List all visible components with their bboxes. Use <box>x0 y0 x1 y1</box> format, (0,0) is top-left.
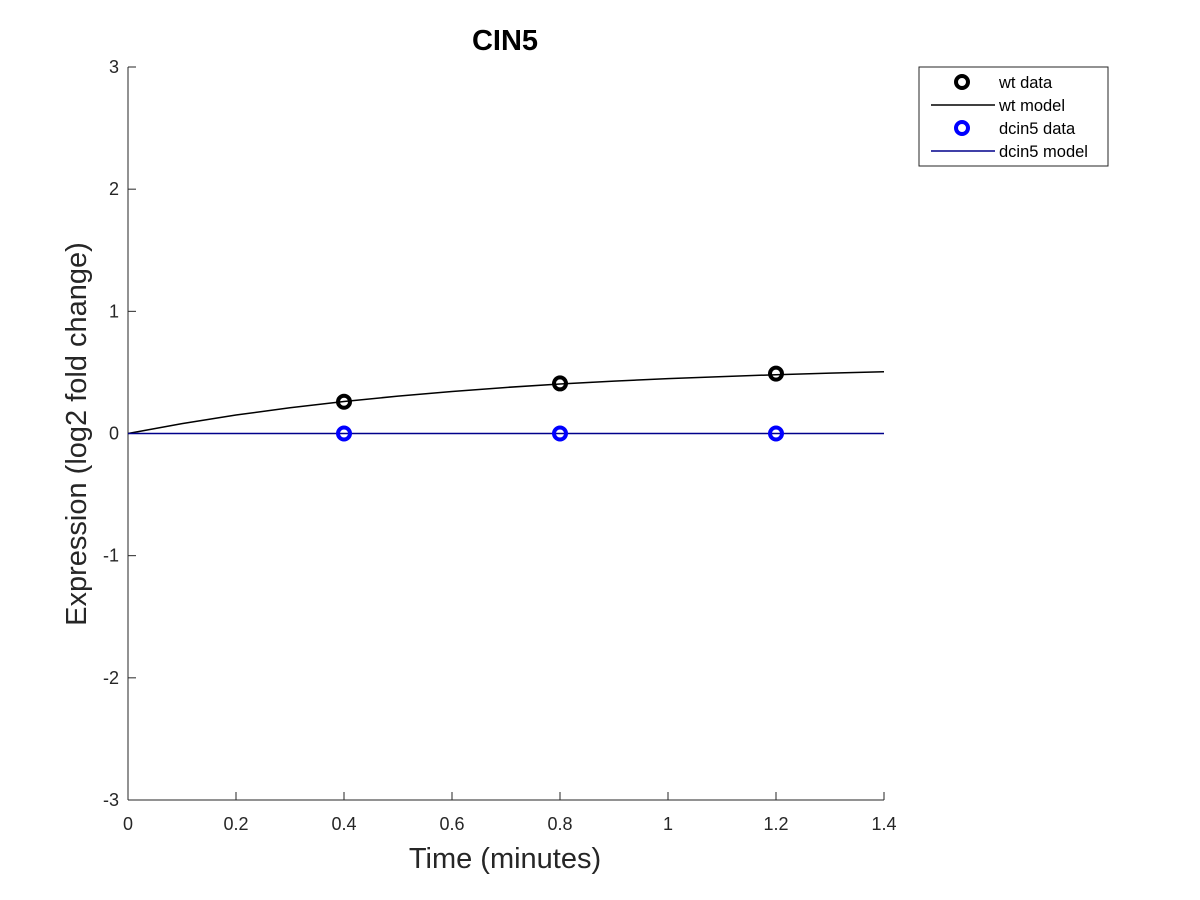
legend-label-dcin5-model: dcin5 model <box>999 143 1088 161</box>
x-tick-label: 0.4 <box>331 814 356 834</box>
wt-data-point <box>768 365 784 382</box>
x-tick-label: 0.6 <box>439 814 464 834</box>
y-tick-label: 1 <box>109 301 119 321</box>
chart-title: CIN5 <box>472 25 538 57</box>
legend-label-wt-data: wt data <box>998 74 1053 92</box>
y-tick-label: -3 <box>103 790 119 810</box>
legend-marker-wt-data <box>954 74 970 90</box>
dcin5-data-point <box>336 425 352 442</box>
dcin5-data-point <box>552 425 568 442</box>
wt-data-point <box>552 375 568 392</box>
x-tick-label: 0.2 <box>223 814 248 834</box>
legend-label-wt-model: wt model <box>998 97 1065 115</box>
plot-area: 0 0.2 0.4 0.6 0.8 1 1.2 1.4 -3 -2 -1 0 1 2 3 <box>103 57 897 834</box>
y-tick-label: -1 <box>103 546 119 566</box>
legend-box <box>918 66 1109 167</box>
x-tick-label: 0.8 <box>547 814 572 834</box>
x-tick-label: 1 <box>663 814 673 834</box>
wt-model-line <box>127 371 885 435</box>
x-axis-label: Time (minutes) <box>409 843 601 875</box>
x-tick-label: 1.4 <box>871 814 896 834</box>
y-tick-label: 2 <box>109 179 119 199</box>
legend: wt data wt model dcin5 data dcin5 model <box>918 66 1109 167</box>
y-tick-label: 0 <box>109 424 119 444</box>
legend-marker-dcin5-data <box>954 120 970 136</box>
y-axis-label: Expression (log2 fold change) <box>61 242 93 626</box>
x-tick-label: 1.2 <box>763 814 788 834</box>
y-tick-label: 3 <box>109 57 119 77</box>
wt-data-point <box>336 393 352 410</box>
y-tick-label: -2 <box>103 668 119 688</box>
x-tick-label: 0 <box>123 814 133 834</box>
legend-label-dcin5-data: dcin5 data <box>999 120 1076 138</box>
dcin5-data-point <box>768 425 784 442</box>
